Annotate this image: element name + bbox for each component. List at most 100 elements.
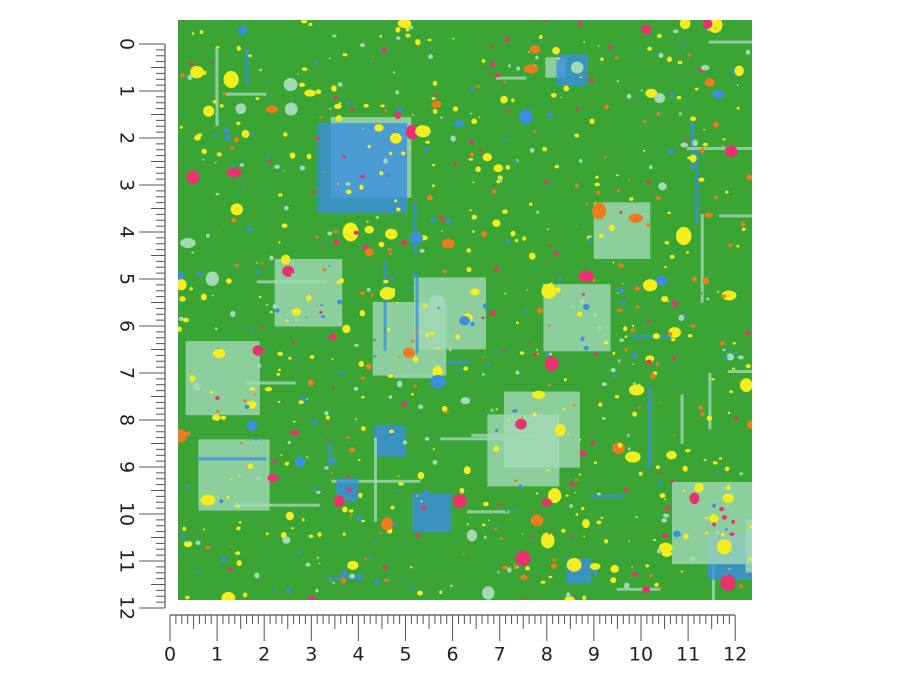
splat-dot xyxy=(728,568,731,570)
splat-dot xyxy=(284,102,298,116)
splat-dot xyxy=(680,570,683,573)
splat-dot xyxy=(632,363,634,365)
splat-dot xyxy=(355,418,358,421)
splat-dot xyxy=(312,487,318,491)
splat-dot xyxy=(656,33,662,39)
splat-dot xyxy=(746,174,752,181)
splat-dot xyxy=(729,390,733,393)
splat-dot xyxy=(560,96,562,99)
splat-dot xyxy=(667,300,670,303)
splat-dot xyxy=(203,105,215,117)
splat-dot xyxy=(185,431,191,436)
splat-dot xyxy=(726,353,735,361)
splat-dot xyxy=(401,401,408,407)
splat-dot xyxy=(226,167,242,178)
splat-dot xyxy=(441,405,448,412)
splat-dot xyxy=(667,211,671,215)
splat-dot xyxy=(455,333,461,340)
splat-dot xyxy=(324,466,329,470)
splat-dot xyxy=(664,266,668,269)
splat-dot xyxy=(396,301,399,304)
splat-dot xyxy=(431,97,436,101)
vertical-ruler-label: 3 xyxy=(116,179,138,191)
streak xyxy=(626,433,630,437)
splat-dot xyxy=(633,283,637,286)
splat-dot xyxy=(576,311,583,317)
splat-dot xyxy=(405,124,419,140)
splat-dot xyxy=(478,116,481,118)
splat-dot xyxy=(619,561,623,564)
splat-dot xyxy=(656,112,661,116)
splat-dot xyxy=(305,456,309,458)
splat-dot xyxy=(298,400,304,405)
splat-dot xyxy=(263,521,266,524)
splat-dot xyxy=(374,579,380,585)
splat-dot xyxy=(714,195,719,199)
vertical-ruler-label: 4 xyxy=(116,226,138,238)
splat-dot xyxy=(307,595,316,600)
splat-dot xyxy=(316,556,319,559)
splat-dot xyxy=(220,415,227,420)
splat-dot xyxy=(349,514,353,518)
splat-dot xyxy=(512,459,518,464)
splat-dot xyxy=(506,109,510,113)
splat-dot xyxy=(709,514,719,523)
splat-dot xyxy=(410,586,415,590)
splat-dot xyxy=(556,57,560,60)
splat-dot xyxy=(267,159,272,163)
splat-dot xyxy=(367,144,371,149)
splat-dot xyxy=(365,363,372,370)
splat-dot xyxy=(283,77,298,92)
splat-dot xyxy=(655,465,661,470)
streak xyxy=(686,147,752,151)
splat-dot xyxy=(339,278,345,284)
splat-dot xyxy=(703,128,706,131)
streak xyxy=(503,138,507,142)
splat-dot xyxy=(200,293,207,301)
streak xyxy=(393,375,440,379)
splat-dot xyxy=(618,287,624,294)
splat-dot xyxy=(380,104,385,108)
horizontal-ruler-label: 3 xyxy=(305,644,317,666)
splat-dot xyxy=(213,348,226,359)
splat-dot xyxy=(342,222,359,242)
splat-dot xyxy=(575,226,578,228)
splat-dot xyxy=(182,526,187,532)
splat-dot xyxy=(596,492,602,496)
splat-dot xyxy=(337,82,343,87)
splat-dot xyxy=(450,135,456,142)
splat-dot xyxy=(661,295,669,303)
streak xyxy=(627,447,631,451)
splat-dot xyxy=(613,374,617,378)
splat-dot xyxy=(562,408,566,411)
splat-dot xyxy=(581,293,586,296)
splat-dot xyxy=(361,519,366,523)
splat-dot xyxy=(278,193,283,197)
splat-dot xyxy=(297,551,301,555)
splat-dot xyxy=(286,587,292,594)
streak xyxy=(507,64,511,68)
splat-dot xyxy=(543,180,549,184)
splat-dot xyxy=(590,441,596,446)
splat-dot xyxy=(577,21,583,27)
splat-dot xyxy=(610,577,617,584)
splat-dot xyxy=(359,291,366,295)
splat-dot xyxy=(668,332,673,337)
splat-dot xyxy=(742,393,745,396)
splat-dot xyxy=(241,129,250,138)
splat-dot xyxy=(504,36,510,42)
splat-dot xyxy=(269,310,273,314)
splat-dot xyxy=(283,170,285,172)
splat-dot xyxy=(202,528,205,531)
splat-dot xyxy=(515,550,531,566)
splat-dot xyxy=(741,227,746,232)
splat-dot xyxy=(180,73,185,78)
splat-dot xyxy=(389,151,393,156)
splat-dot xyxy=(272,459,277,464)
splat-dot xyxy=(466,523,469,526)
splat-dot xyxy=(494,73,500,78)
splat-dot xyxy=(718,457,723,460)
splat-dot xyxy=(654,93,666,104)
splat-dot xyxy=(238,474,241,477)
splat-dot xyxy=(514,479,518,482)
